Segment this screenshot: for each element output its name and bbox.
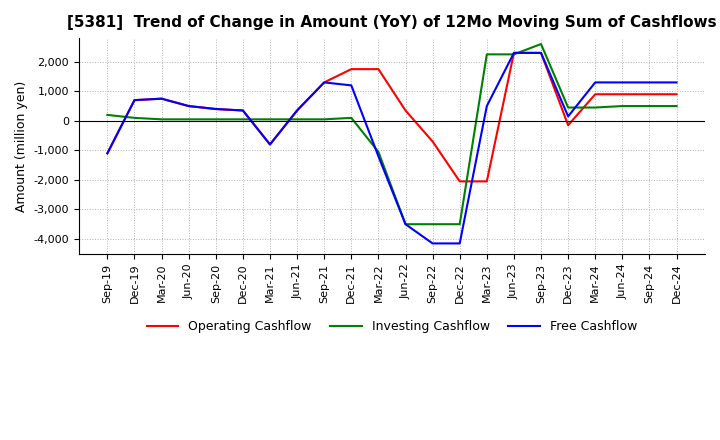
Free Cashflow xyxy=(347,83,356,88)
Legend: Operating Cashflow, Investing Cashflow, Free Cashflow: Operating Cashflow, Investing Cashflow, … xyxy=(142,315,642,338)
Investing Cashflow xyxy=(591,105,600,110)
Investing Cashflow xyxy=(103,112,112,117)
Free Cashflow xyxy=(564,114,572,119)
Operating Cashflow xyxy=(672,92,681,97)
Title: [5381]  Trend of Change in Amount (YoY) of 12Mo Moving Sum of Cashflows: [5381] Trend of Change in Amount (YoY) o… xyxy=(67,15,717,30)
Free Cashflow xyxy=(672,80,681,85)
Investing Cashflow xyxy=(536,41,545,47)
Operating Cashflow xyxy=(212,106,220,112)
Investing Cashflow xyxy=(618,103,626,109)
Free Cashflow xyxy=(130,98,139,103)
Free Cashflow xyxy=(510,50,518,55)
Free Cashflow xyxy=(482,103,491,109)
Operating Cashflow xyxy=(618,92,626,97)
Investing Cashflow xyxy=(212,117,220,122)
Operating Cashflow xyxy=(401,108,410,113)
Investing Cashflow xyxy=(401,222,410,227)
Investing Cashflow xyxy=(510,52,518,57)
Operating Cashflow xyxy=(238,108,247,113)
Line: Free Cashflow: Free Cashflow xyxy=(107,53,677,243)
Investing Cashflow xyxy=(428,222,437,227)
Free Cashflow xyxy=(103,150,112,156)
Operating Cashflow xyxy=(320,80,328,85)
Operating Cashflow xyxy=(103,150,112,156)
Operating Cashflow xyxy=(293,108,302,113)
Free Cashflow xyxy=(293,108,302,113)
Free Cashflow xyxy=(645,80,654,85)
Investing Cashflow xyxy=(347,115,356,121)
Operating Cashflow xyxy=(510,50,518,55)
Operating Cashflow xyxy=(374,66,383,72)
Operating Cashflow xyxy=(428,139,437,144)
Operating Cashflow xyxy=(482,179,491,184)
Operating Cashflow xyxy=(347,66,356,72)
Line: Investing Cashflow: Investing Cashflow xyxy=(107,44,677,224)
Investing Cashflow xyxy=(266,117,274,122)
Investing Cashflow xyxy=(482,52,491,57)
Operating Cashflow xyxy=(645,92,654,97)
Operating Cashflow xyxy=(536,50,545,55)
Investing Cashflow xyxy=(455,222,464,227)
Free Cashflow xyxy=(618,80,626,85)
Operating Cashflow xyxy=(130,98,139,103)
Free Cashflow xyxy=(428,241,437,246)
Investing Cashflow xyxy=(564,105,572,110)
Free Cashflow xyxy=(157,96,166,101)
Investing Cashflow xyxy=(374,149,383,154)
Free Cashflow xyxy=(266,142,274,147)
Free Cashflow xyxy=(401,222,410,227)
Free Cashflow xyxy=(184,103,193,109)
Investing Cashflow xyxy=(238,117,247,122)
Investing Cashflow xyxy=(672,103,681,109)
Operating Cashflow xyxy=(564,123,572,128)
Operating Cashflow xyxy=(157,96,166,101)
Investing Cashflow xyxy=(293,117,302,122)
Operating Cashflow xyxy=(184,103,193,109)
Free Cashflow xyxy=(455,241,464,246)
Free Cashflow xyxy=(591,80,600,85)
Investing Cashflow xyxy=(130,115,139,121)
Free Cashflow xyxy=(536,50,545,55)
Investing Cashflow xyxy=(320,117,328,122)
Free Cashflow xyxy=(320,80,328,85)
Free Cashflow xyxy=(374,154,383,159)
Investing Cashflow xyxy=(157,117,166,122)
Operating Cashflow xyxy=(455,179,464,184)
Y-axis label: Amount (million yen): Amount (million yen) xyxy=(15,81,28,212)
Investing Cashflow xyxy=(645,103,654,109)
Free Cashflow xyxy=(212,106,220,112)
Operating Cashflow xyxy=(266,142,274,147)
Free Cashflow xyxy=(238,108,247,113)
Investing Cashflow xyxy=(184,117,193,122)
Operating Cashflow xyxy=(591,92,600,97)
Line: Operating Cashflow: Operating Cashflow xyxy=(107,53,677,181)
